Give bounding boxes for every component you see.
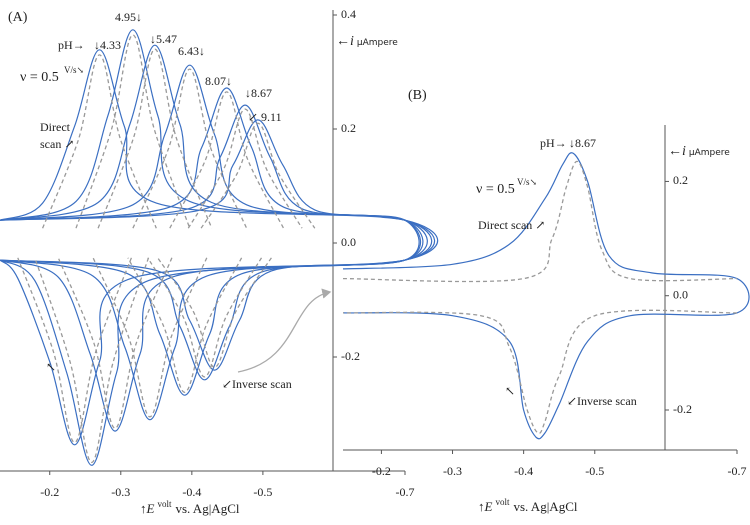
annotation: ↓5.47 [150, 32, 177, 46]
annotation: scan ↗ [40, 137, 74, 151]
simulated-curve [34, 34, 191, 464]
x-tick-label: -0.5 [253, 485, 272, 499]
measured-curve [0, 49, 439, 446]
y-tick-label: 0.0 [673, 287, 688, 301]
x-axis-unit: volt [495, 497, 510, 507]
measured-curve [0, 119, 420, 371]
x-tick-label: -0.2 [372, 464, 391, 478]
y-axis-unit: μAmpere [357, 38, 398, 48]
annotation: Direct [40, 120, 71, 134]
x-axis-label: ↑E volt vs. Ag|AgCl [140, 499, 240, 516]
x-tick-label: -0.3 [111, 485, 130, 499]
x-axis-text: vs. Ag|AgCl [513, 499, 577, 514]
x-tick-label: -0.3 [443, 464, 462, 478]
annotation: ν = 0.5 [20, 70, 59, 85]
annotation: V/s↘ [64, 65, 84, 75]
y-tick-label: -0.2 [341, 349, 360, 363]
annotation: ↓8.67 [245, 86, 272, 100]
simulated-curve [92, 68, 248, 418]
annotation: ↖ [505, 384, 515, 398]
measured-curve [0, 64, 428, 421]
measured-curve [0, 104, 422, 381]
simulated-curve [157, 122, 316, 368]
x-axis-symbol: ↑E [478, 499, 493, 514]
annotation: 8.07↓ [205, 74, 232, 88]
y-tick-label: -0.2 [673, 402, 692, 416]
annotation: (A) [8, 10, 28, 25]
x-tick-label: -0.4 [514, 464, 533, 478]
x-axis-text: vs. Ag|AgCl [175, 501, 239, 516]
y-axis-label: ←i μAmpere [668, 144, 730, 159]
y-tick-label: 0.2 [341, 121, 356, 135]
y-tick-label: 0.2 [673, 173, 688, 187]
y-axis-label: ←i μAmpere [336, 34, 398, 49]
x-tick-label: -0.5 [585, 464, 604, 478]
y-axis-symbol: ←i [668, 144, 686, 159]
measured-curve [0, 87, 424, 396]
connector-arrow [237, 288, 332, 373]
y-tick-label: 0.0 [341, 235, 356, 249]
annotation: ↖ [46, 360, 56, 374]
annotation: V/s↘ [517, 177, 537, 187]
y-axis-unit: μAmpere [689, 148, 730, 158]
simulated-curve [342, 160, 738, 434]
simulated-curve [57, 48, 213, 429]
x-axis-symbol: ↑E [140, 501, 155, 516]
annotation: ↙Inverse scan [567, 394, 637, 408]
x-tick-label: -0.7 [396, 485, 415, 499]
annotation: (B) [408, 88, 427, 103]
annotation: ↓4.33 [94, 38, 121, 52]
simulated-curve [17, 54, 157, 444]
annotation: ↓8.67 [569, 136, 596, 150]
annotation: 6.43↓ [178, 44, 205, 58]
measured-curve [342, 152, 750, 440]
x-tick-label: -0.2 [40, 485, 59, 499]
x-axis-label: ↑E volt vs. Ag|AgCl [478, 497, 578, 514]
annotation: pH→ [540, 136, 567, 150]
annotation: ↙ 9.11 [248, 110, 282, 124]
annotation: Direct scan ↗ [478, 218, 545, 232]
y-tick-label: 0.4 [341, 7, 356, 21]
simulated-curve [147, 108, 303, 378]
annotation: 4.95↓ [115, 10, 142, 24]
annotation: pH→ [58, 38, 85, 52]
annotation: ν = 0.5 [476, 182, 515, 197]
measured-curve [0, 44, 433, 432]
x-axis-unit: volt [157, 499, 172, 509]
annotation: ↙Inverse scan [222, 377, 292, 391]
simulated-curve [127, 91, 285, 393]
x-tick-label: -0.7 [728, 464, 747, 478]
y-axis-symbol: ←i [336, 34, 354, 49]
measured-curve [0, 29, 436, 466]
x-tick-label: -0.4 [182, 485, 201, 499]
